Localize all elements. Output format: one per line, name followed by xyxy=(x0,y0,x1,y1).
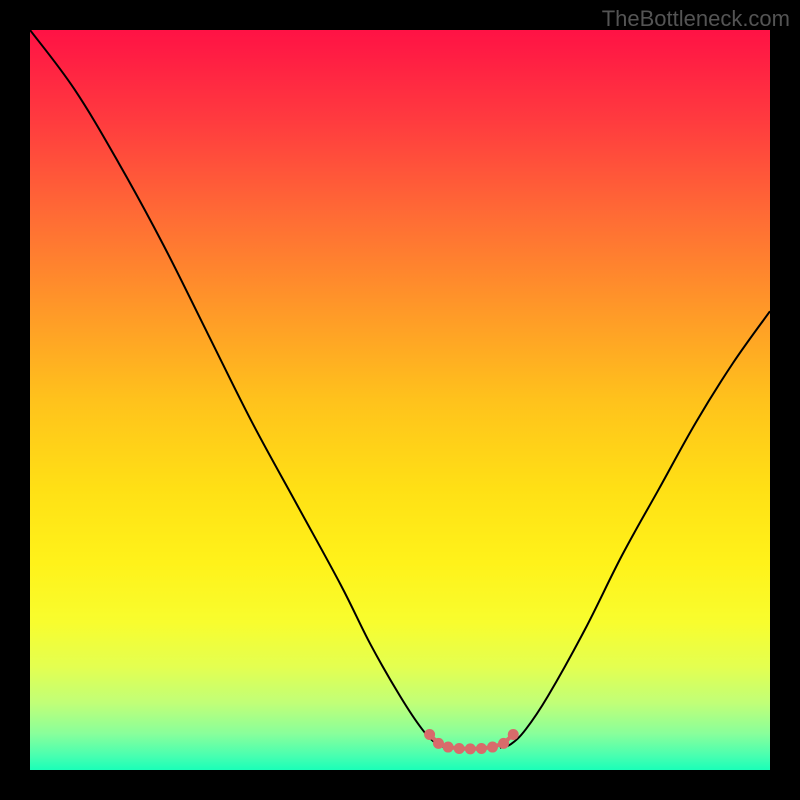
bottleneck-chart: TheBottleneck.com xyxy=(0,0,800,800)
marker-layer xyxy=(30,30,770,770)
marker-dot xyxy=(443,742,454,753)
marker-dot xyxy=(433,738,444,749)
marker-dot xyxy=(454,743,465,754)
watermark-text: TheBottleneck.com xyxy=(602,6,790,32)
plot-area xyxy=(30,30,770,770)
marker-dot xyxy=(498,738,509,749)
marker-dot xyxy=(465,743,476,754)
marker-dot xyxy=(508,729,519,740)
marker-dot xyxy=(476,743,487,754)
marker-dot xyxy=(487,742,498,753)
marker-dot xyxy=(424,729,435,740)
marker-dots xyxy=(424,729,519,754)
